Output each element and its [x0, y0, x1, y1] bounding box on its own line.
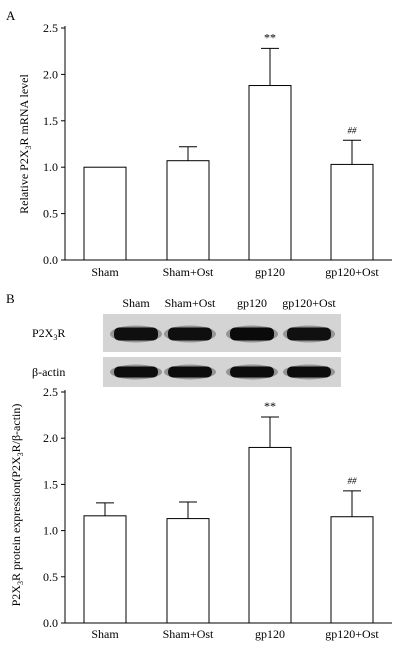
y-tick-label: 1.5	[43, 477, 58, 491]
category-label: Sham+Ost	[163, 265, 214, 279]
category-label: gp120	[255, 265, 285, 279]
blot-row-label: β-actin	[32, 365, 65, 379]
y-tick-label: 2.0	[43, 67, 58, 81]
category-label: Sham	[91, 265, 119, 279]
panel-label-a: A	[6, 8, 16, 23]
blot-band	[168, 366, 212, 378]
label-part: Relative P2X	[17, 149, 31, 214]
bar	[166, 160, 210, 261]
label-part: P2X	[9, 585, 23, 607]
label-part: P2X	[32, 326, 54, 340]
label-part: R/β-actin)	[9, 404, 23, 453]
y-tick-label: 0.5	[43, 207, 58, 221]
bar	[248, 85, 292, 261]
significance-mark: ##	[348, 125, 358, 135]
y-tick-label: 1.0	[43, 160, 58, 174]
subscript: 3	[53, 333, 57, 342]
blot-lane-label: Sham	[122, 296, 150, 310]
blot-band	[230, 327, 274, 341]
subscript: 3	[16, 452, 25, 456]
bar	[83, 515, 127, 624]
blot-band	[114, 327, 158, 341]
category-label: Sham+Ost	[163, 627, 214, 641]
bar	[166, 518, 210, 624]
blot-row-label: P2X3R	[32, 326, 65, 342]
y-tick-label: 2.5	[43, 385, 58, 399]
y-tick-label: 0.0	[43, 253, 58, 267]
blot-lane-label: gp120+Ost	[282, 296, 336, 310]
y-tick-label: 1.5	[43, 114, 58, 128]
bar	[330, 163, 374, 261]
bar	[248, 446, 292, 624]
y-tick-label: 2.5	[43, 21, 58, 35]
label-part: R mRNA level	[17, 74, 31, 146]
label-part: R protein expression(P2X	[9, 456, 23, 581]
blot-lane-label: gp120	[237, 296, 267, 310]
significance-mark: **	[264, 30, 276, 44]
significance-mark: ##	[348, 476, 358, 486]
category-label: gp120+Ost	[325, 627, 379, 641]
blot-band	[230, 366, 274, 378]
label-part: R	[57, 326, 65, 340]
subscript: 3	[24, 146, 33, 150]
category-label: gp120	[255, 627, 285, 641]
blot-lane-label: Sham+Ost	[165, 296, 216, 310]
chart-a: 0.0 0.5 1.0 1.5 2.0 2.5 Relative P2X3R mRNA le…	[17, 21, 392, 279]
subscript: 3	[16, 581, 25, 585]
y-tick-label: 0.0	[43, 616, 58, 630]
significance-mark: **	[264, 399, 276, 413]
category-label: Sham	[91, 627, 119, 641]
bar	[330, 516, 374, 624]
blot-band	[287, 327, 331, 341]
y-axis-label: Relative P2X3R mRNA level	[17, 74, 33, 214]
y-tick-label: 0.5	[43, 570, 58, 584]
y-axis-label: P2X3R protein expression(P2X3R/β-actin)	[9, 404, 25, 607]
blot-band	[287, 366, 331, 378]
blot-band	[114, 366, 158, 378]
category-label: gp120+Ost	[325, 265, 379, 279]
label-part: β-actin	[32, 365, 65, 379]
bar	[83, 166, 127, 261]
y-tick-label: 2.0	[43, 431, 58, 445]
panel-label-b: B	[6, 291, 15, 306]
blot-band	[168, 327, 212, 341]
y-tick-label: 1.0	[43, 524, 58, 538]
